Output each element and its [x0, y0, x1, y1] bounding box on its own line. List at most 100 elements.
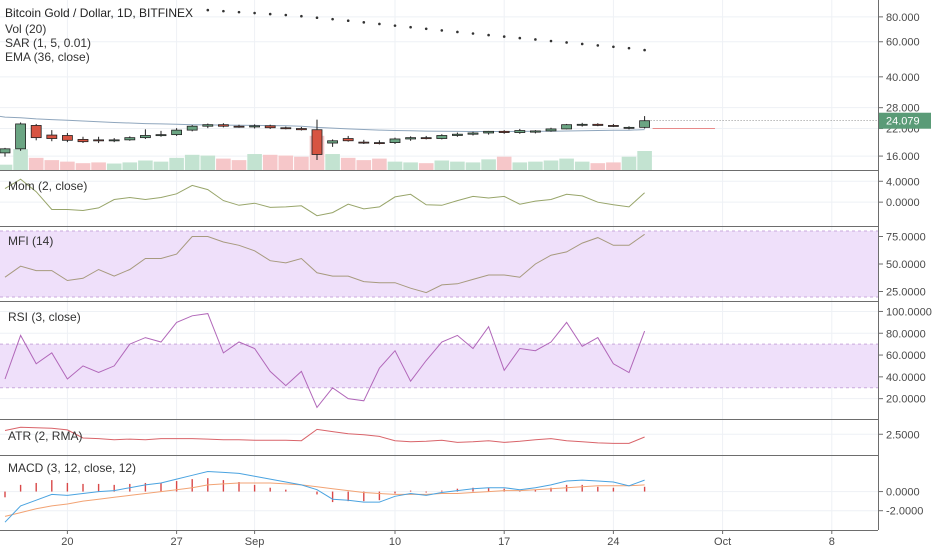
candle-body — [171, 129, 183, 136]
macd-tick-label: 0.0000 — [886, 487, 920, 499]
candle-body — [124, 137, 136, 141]
mom-tick-label: 0.0000 — [886, 197, 920, 209]
macd-line — [4, 470, 645, 523]
candle-body — [592, 123, 604, 126]
sar-dot — [222, 9, 225, 13]
indicator-label: Vol (20) — [5, 22, 46, 36]
volume-bar — [216, 158, 231, 170]
candle-body — [217, 124, 229, 127]
y-tick-label: 40.000 — [886, 72, 920, 84]
candle-body — [311, 129, 323, 155]
rsi-tick-label: 80.0000 — [886, 328, 926, 340]
last-price-label: 24.079 — [886, 116, 920, 128]
volume-bar — [418, 163, 434, 170]
indicator-label: SAR (1, 5, 0.01) — [5, 36, 91, 50]
volume-bar — [278, 155, 294, 170]
sar-dot — [440, 29, 444, 32]
candle-body — [264, 125, 276, 129]
sar-dot — [253, 11, 256, 15]
mfi-tick-label: 75.0000 — [886, 232, 926, 244]
sar-dot — [534, 38, 537, 41]
chart-title: Bitcoin Gold / Dollar, 1D, BITFINEX — [5, 6, 193, 20]
candle-body — [15, 123, 27, 150]
candle-body — [623, 126, 635, 129]
candle-body — [498, 130, 510, 133]
candle-body — [530, 130, 541, 133]
candle-body — [436, 135, 448, 139]
volume-bar — [621, 156, 637, 170]
volume-bar — [184, 154, 200, 170]
sar-dot — [627, 46, 631, 50]
sar-dot — [393, 24, 397, 27]
volume-bar — [169, 157, 184, 170]
candle-body — [576, 123, 588, 126]
candle-body — [451, 133, 463, 136]
sar-dot — [580, 42, 584, 46]
volume-bar — [543, 160, 559, 170]
mfi-line — [4, 233, 645, 294]
candle-body — [202, 124, 214, 127]
mfi-label: MFI (14) — [8, 234, 53, 248]
macd-label: MACD (3, 12, close, 12) — [8, 461, 136, 475]
volume-bar — [91, 162, 106, 170]
sar-dot — [471, 32, 475, 35]
y-tick-label: 28.000 — [886, 103, 920, 115]
sar-dot — [502, 35, 506, 38]
volume-bar — [60, 161, 75, 170]
volume-bar — [340, 157, 356, 170]
volume-bar — [200, 155, 216, 170]
candle-body — [483, 130, 495, 134]
sar-dot — [378, 22, 381, 26]
rsi-line — [4, 313, 646, 409]
volume-bar — [559, 158, 574, 170]
sar-dot — [643, 48, 646, 52]
volume-bar — [106, 163, 122, 170]
volume-bar — [231, 160, 247, 170]
macd-tick-label: -2.0000 — [886, 506, 923, 518]
volume-bar — [247, 154, 262, 170]
volume-bar — [574, 161, 590, 170]
sar-dot — [346, 19, 350, 23]
sar-dot — [284, 13, 288, 17]
candle-body — [280, 127, 292, 130]
x-tick-label: Sep — [245, 536, 265, 548]
atr-line — [4, 426, 645, 444]
candle-body — [186, 125, 198, 131]
sar-dot — [409, 25, 412, 29]
x-tick-label: 24 — [607, 536, 619, 548]
volume-bar — [356, 160, 372, 170]
sar-dot — [596, 44, 600, 47]
candle-body — [155, 134, 167, 137]
y-tick-label: 80.000 — [886, 12, 920, 24]
y-tick-label: 16.000 — [886, 151, 920, 163]
sar-dot — [362, 21, 366, 24]
x-tick-label: 8 — [829, 536, 835, 548]
volume-bar — [387, 161, 403, 170]
volume-bar — [512, 162, 528, 170]
candle-body — [467, 132, 479, 135]
rsi-tick-label: 100.0000 — [886, 306, 932, 318]
volume-bar — [403, 162, 418, 170]
atr-tick-label: 2.5000 — [886, 429, 920, 441]
x-tick-label: 10 — [389, 536, 401, 548]
rsi-tick-label: 60.0000 — [886, 350, 926, 362]
volume-bar — [465, 162, 481, 170]
rsi-tick-label: 20.0000 — [886, 394, 926, 406]
candle-body — [0, 148, 11, 154]
indicator-label: EMA (36, close) — [5, 50, 90, 64]
volume-bar — [138, 160, 153, 170]
candle-body — [139, 135, 151, 139]
candle-body — [327, 140, 339, 144]
volume-bar — [590, 163, 606, 170]
volume-bar — [294, 156, 309, 170]
candle-body — [639, 120, 650, 128]
sar-dot — [565, 41, 568, 44]
candle-body — [77, 139, 89, 143]
sar-dot — [237, 10, 241, 14]
macd-signal-line — [4, 482, 645, 517]
last-price-badge — [879, 112, 931, 129]
volume-bar — [450, 161, 465, 170]
rsi-tick-label: 40.0000 — [886, 372, 926, 384]
sar-dot — [424, 27, 428, 31]
